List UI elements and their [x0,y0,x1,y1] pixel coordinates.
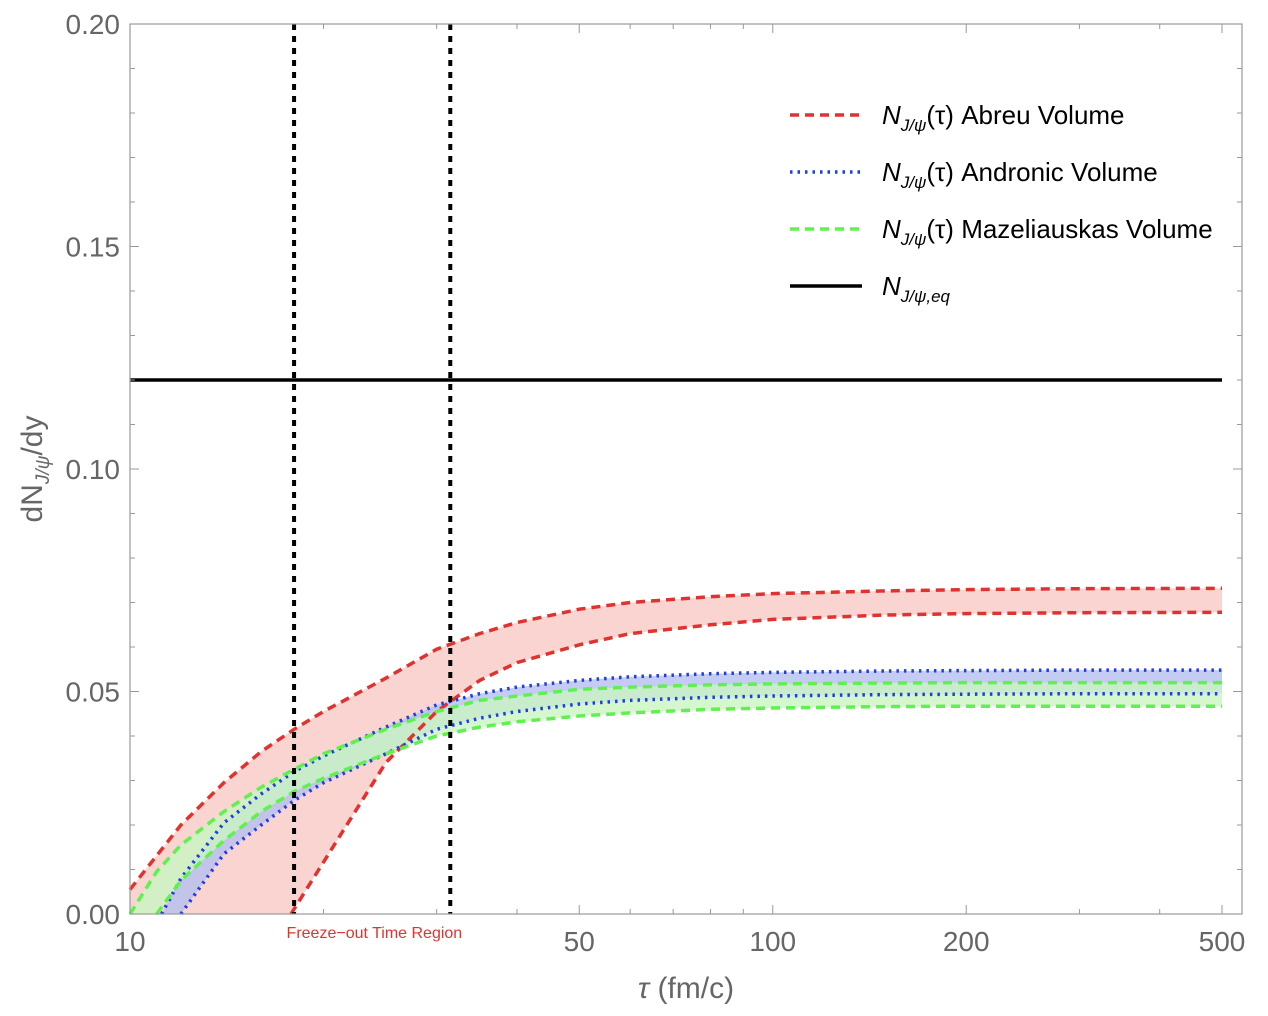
x-tick-label: 200 [943,926,990,957]
series-0-band [130,588,1222,914]
legend-entry-1: NJ/ψ(τ) Andronic Volume [882,157,1158,192]
legend-argument: (τ) [926,157,954,187]
legend-subscript: J/ψ [900,173,927,192]
series-2-band [130,682,1222,914]
y-axis-label-sub: J/ψ [33,455,54,485]
legend-entry-3: NJ/ψ,eq [882,271,951,306]
legend-label: Andronic Volume [954,157,1158,187]
series-0-upper-line [128,586,1223,891]
legend-subscript: J/ψ [900,116,927,135]
legend-symbol: N [882,157,901,187]
annotations: Freeze−out Time Region [287,925,463,942]
series-1-upper-line [160,668,1222,915]
y-tick-label: 0.05 [66,677,121,708]
legend-symbol: N [882,100,901,130]
y-axis-label-main: dN [16,484,49,522]
series-2-lower-line [155,704,1222,916]
legend-symbol: N [882,214,901,244]
legend-subscript: J/ψ,eq [900,287,951,306]
legend-label: Abreu Volume [954,100,1125,130]
x-tick-label: 100 [749,926,796,957]
series-0-lower-line [289,610,1223,915]
x-axis-label-unit: (fm/c) [649,972,734,1005]
x-axis-label-symbol: τ [638,972,651,1005]
series-lines [128,378,1223,916]
x-tick-label: 500 [1199,926,1246,957]
legend-symbol: N [882,271,901,301]
x-tick-label: 10 [114,926,145,957]
y-tick-label: 0.00 [66,899,121,930]
y-tick-label: 0.15 [66,232,121,263]
x-tick-label: 50 [564,926,595,957]
x-axis-label: τ (fm/c) [638,972,734,1005]
y-axis-label: dNJ/ψ/dy [16,416,54,523]
legend-entry-0: NJ/ψ(τ) Abreu Volume [882,100,1125,135]
y-axis-ticks: 0.00 0.05 0.10 0.15 0.20 [66,9,1242,930]
legend-label: Mazeliauskas Volume [954,214,1213,244]
legend-entry-2: NJ/ψ(τ) Mazeliauskas Volume [882,214,1213,249]
series-2-upper-line [128,680,1222,915]
x-axis-ticks: 10 50 100 200 500 [114,24,1245,957]
y-axis-label-rest: /dy [16,416,49,456]
legend-subscript: J/ψ [900,230,927,249]
uncertainty-bands [130,588,1223,914]
legend-argument: (τ) [926,100,954,130]
freeze-out-lines [292,24,453,914]
freeze-out-annotation: Freeze−out Time Region [287,925,463,942]
y-tick-label: 0.20 [66,9,121,40]
y-tick-label: 0.10 [66,454,121,485]
legend-argument: (τ) [926,214,954,244]
